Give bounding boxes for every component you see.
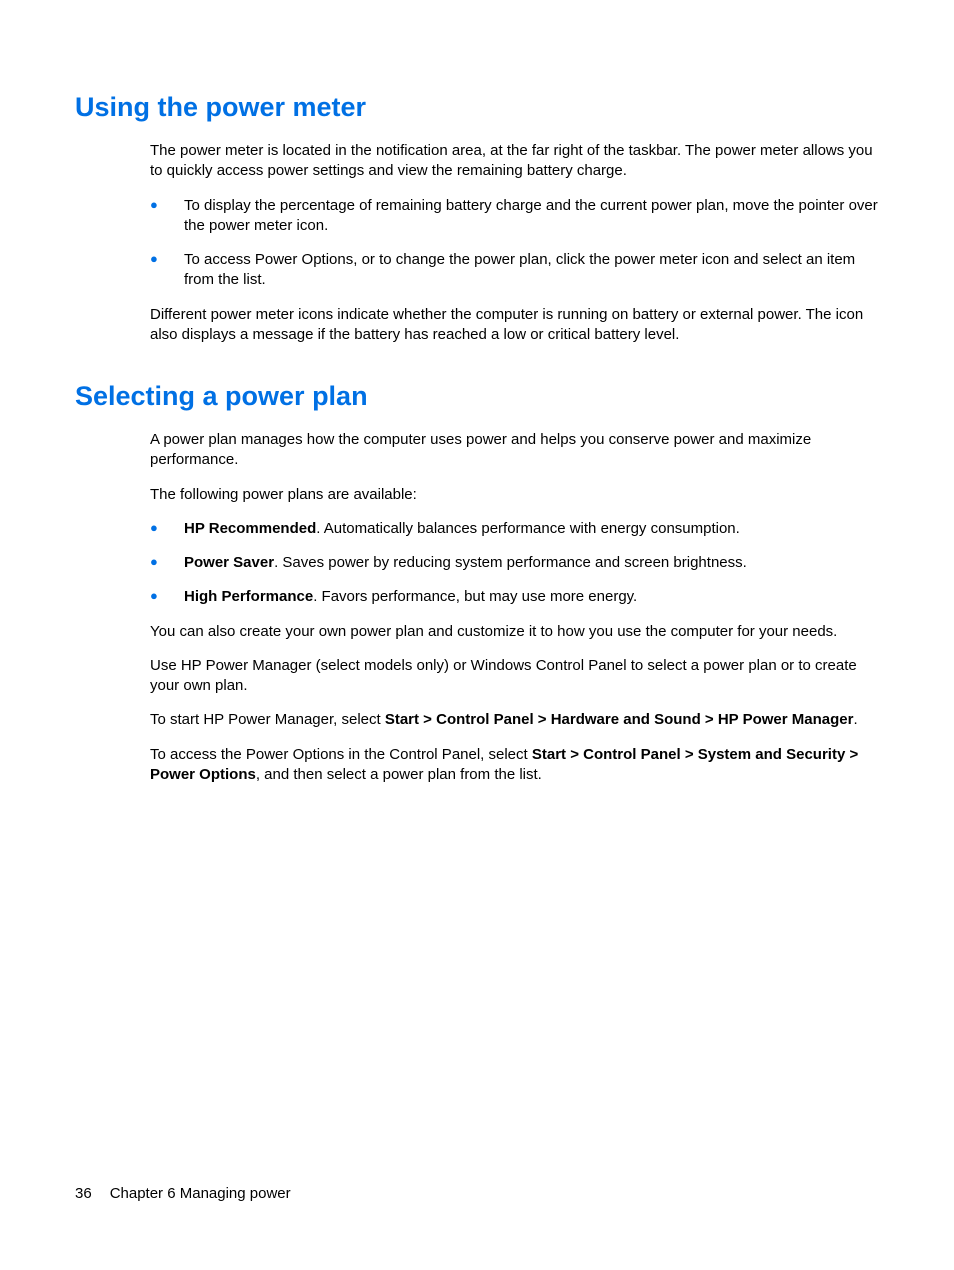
page-footer: 36 Chapter 6 Managing power	[75, 1185, 291, 1202]
heading-power-plan: Selecting a power plan	[75, 381, 879, 412]
plans-intro: The following power plans are available:	[150, 485, 879, 505]
start-hp-power-manager-para: To start HP Power Manager, select Start …	[150, 710, 879, 730]
power-plans-list: HP Recommended. Automatically balances p…	[150, 519, 879, 608]
plan-desc: . Favors performance, but may use more e…	[313, 588, 637, 605]
list-item: HP Recommended. Automatically balances p…	[150, 519, 879, 539]
list-item: To access Power Options, or to change th…	[150, 250, 879, 291]
custom-plan-para: You can also create your own power plan …	[150, 622, 879, 642]
page-number: 36	[75, 1185, 92, 1202]
section-power-plan: Selecting a power plan A power plan mana…	[75, 381, 879, 785]
text-post: .	[853, 711, 857, 728]
text-pre: To access the Power Options in the Contr…	[150, 746, 532, 763]
list-item: Power Saver. Saves power by reducing sys…	[150, 553, 879, 573]
plan-desc: . Automatically balances performance wit…	[316, 520, 740, 537]
heading-power-meter: Using the power meter	[75, 92, 879, 123]
chapter-label: Chapter 6 Managing power	[110, 1185, 291, 1202]
plan-name: HP Recommended	[184, 520, 316, 537]
list-item: High Performance. Favors performance, bu…	[150, 587, 879, 607]
list-item: To display the percentage of remaining b…	[150, 196, 879, 237]
power-meter-bullets: To display the percentage of remaining b…	[150, 196, 879, 291]
text-pre: To start HP Power Manager, select	[150, 711, 385, 728]
power-meter-outro: Different power meter icons indicate whe…	[150, 305, 879, 346]
nav-path: Start > Control Panel > Hardware and Sou…	[385, 711, 854, 728]
power-meter-intro: The power meter is located in the notifi…	[150, 141, 879, 182]
text-post: , and then select a power plan from the …	[256, 766, 542, 783]
plan-desc: . Saves power by reducing system perform…	[274, 554, 747, 571]
hp-power-manager-para: Use HP Power Manager (select models only…	[150, 656, 879, 697]
access-power-options-para: To access the Power Options in the Contr…	[150, 745, 879, 786]
power-plan-intro: A power plan manages how the computer us…	[150, 430, 879, 471]
plan-name: Power Saver	[184, 554, 274, 571]
plan-name: High Performance	[184, 588, 313, 605]
document-page: Using the power meter The power meter is…	[0, 0, 954, 785]
